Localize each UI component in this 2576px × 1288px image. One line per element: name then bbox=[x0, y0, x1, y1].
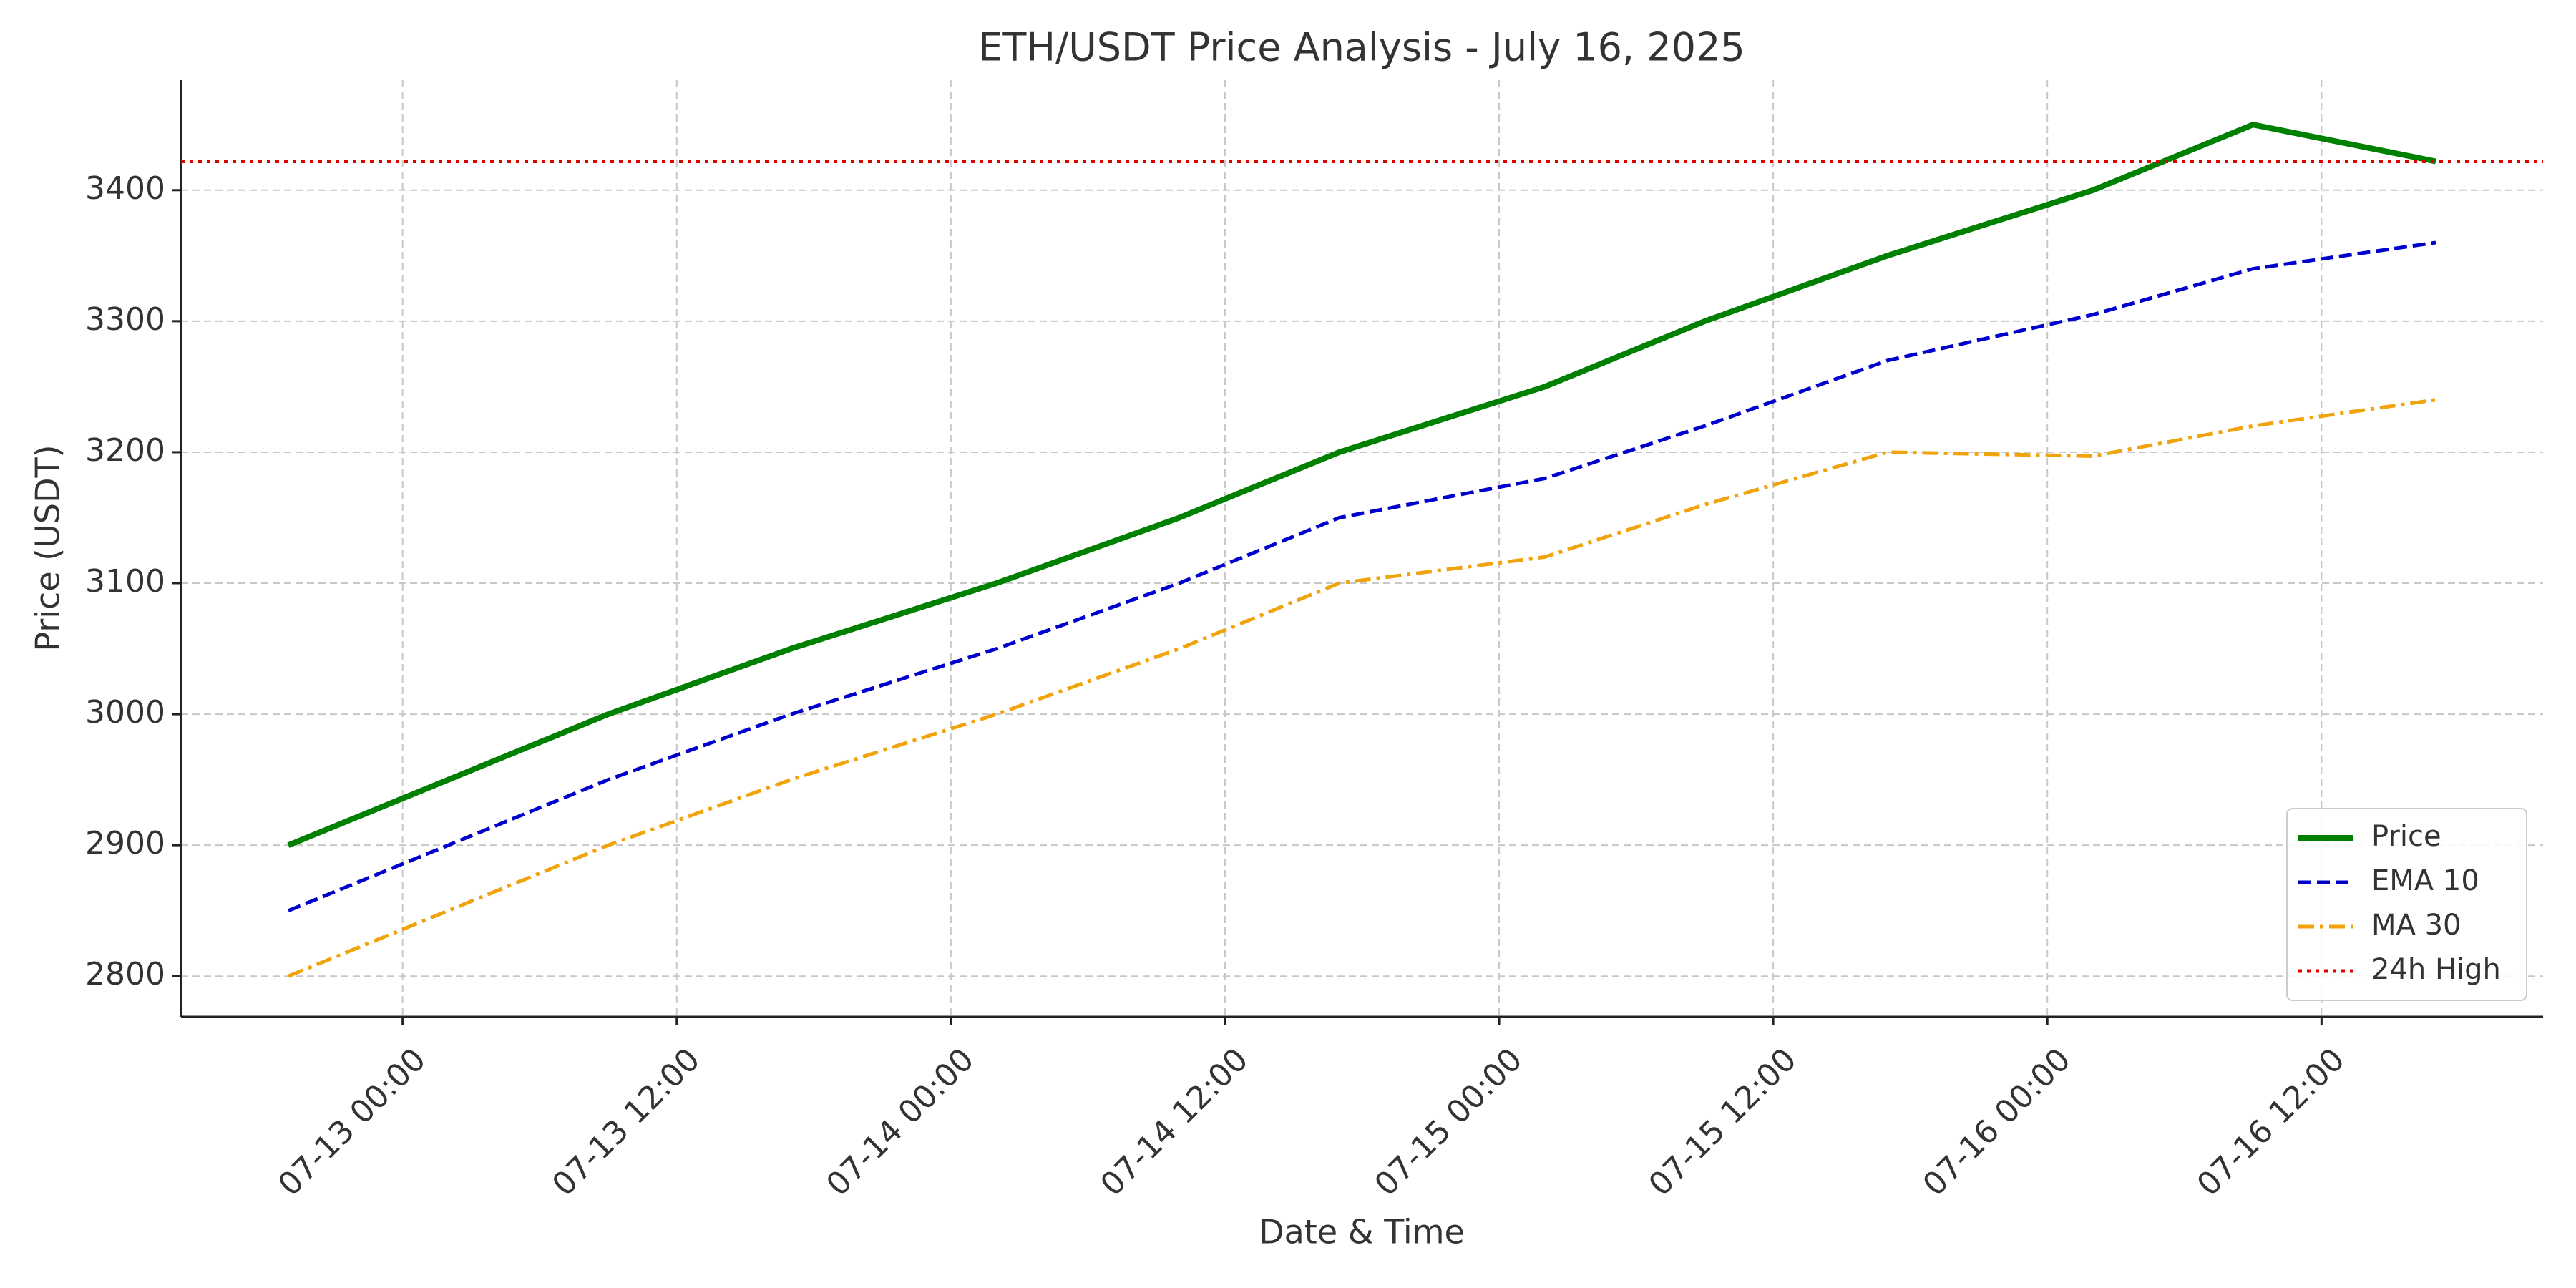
x-axis-label: Date & Time bbox=[1259, 1213, 1465, 1252]
legend: Price EMA 10 MA 30 24h High bbox=[2286, 808, 2527, 1001]
x-tick-label: 07-15 00:00 bbox=[1367, 1041, 1529, 1203]
y-tick-label: 3300 bbox=[85, 301, 165, 338]
y-tick-label: 2800 bbox=[85, 956, 165, 992]
x-tick-label: 07-14 00:00 bbox=[819, 1041, 981, 1203]
y-tick-label: 2900 bbox=[85, 825, 165, 862]
series-line bbox=[288, 240, 2436, 913]
legend-label: Price bbox=[2371, 820, 2441, 853]
legend-label: EMA 10 bbox=[2371, 864, 2479, 897]
legend-label: 24h High bbox=[2371, 953, 2501, 986]
series-line bbox=[287, 122, 2436, 848]
x-tick-label: 07-16 00:00 bbox=[1916, 1041, 2078, 1203]
x-tick-label: 07-15 12:00 bbox=[1642, 1041, 1804, 1203]
y-tick-label: 3100 bbox=[85, 563, 165, 600]
y-tick-label: 3000 bbox=[85, 694, 165, 731]
x-tick-label: 07-13 12:00 bbox=[545, 1041, 707, 1203]
series-line bbox=[288, 398, 2436, 978]
legend-box bbox=[2286, 808, 2527, 1001]
y-axis-label: Price (USDT) bbox=[29, 444, 67, 651]
x-tick-label: 07-16 12:00 bbox=[2190, 1041, 2352, 1203]
y-tick-label: 3400 bbox=[85, 170, 165, 207]
x-tick-label: 07-13 00:00 bbox=[271, 1041, 433, 1203]
chart-title: ETH/USDT Price Analysis - July 16, 2025 bbox=[978, 25, 1745, 70]
y-tick-label: 3200 bbox=[85, 432, 165, 469]
x-tick-label: 07-14 12:00 bbox=[1093, 1041, 1255, 1203]
legend-label: MA 30 bbox=[2371, 909, 2462, 942]
